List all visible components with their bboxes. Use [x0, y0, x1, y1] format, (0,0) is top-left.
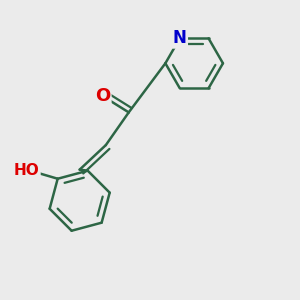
Text: O: O [95, 87, 110, 105]
Text: HO: HO [14, 163, 40, 178]
Text: N: N [173, 29, 187, 47]
